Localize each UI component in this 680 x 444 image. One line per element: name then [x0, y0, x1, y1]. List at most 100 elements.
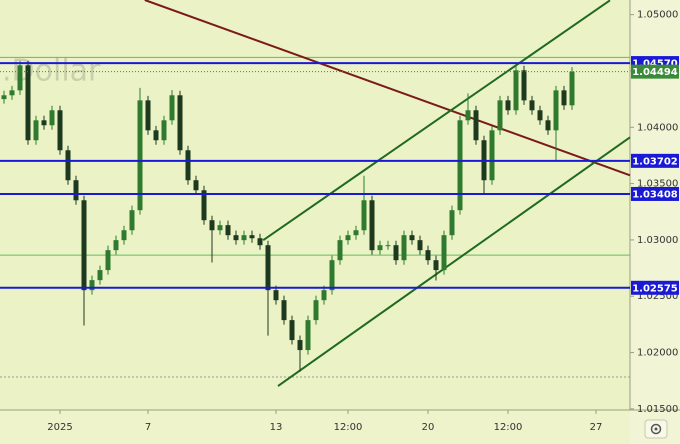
candle-body	[65, 150, 71, 181]
candle-body	[449, 210, 455, 236]
x-tick-label: 2025	[47, 422, 72, 433]
candle-body	[569, 71, 575, 106]
level-badge	[631, 153, 679, 168]
y-tick-label: 1.02500	[637, 291, 678, 302]
y-tick-label: 1.03500	[637, 179, 678, 190]
candle-body	[49, 110, 55, 126]
candle-body	[329, 260, 335, 291]
trend-line	[277, 136, 631, 387]
candle-body	[465, 110, 471, 121]
candle-body	[137, 100, 143, 211]
level-label: 1.04570	[632, 59, 678, 70]
candle-body	[345, 235, 351, 241]
candle-body	[425, 250, 431, 261]
candle-body	[497, 100, 503, 131]
trend-line	[262, 0, 611, 241]
y-tick-label: 1.04000	[637, 122, 678, 133]
level-badge	[631, 186, 679, 201]
candle-body	[281, 300, 287, 321]
candle-body	[513, 70, 519, 111]
candle-body	[33, 120, 39, 141]
candle-body	[257, 238, 263, 246]
candle-body	[185, 150, 191, 181]
candle-body	[321, 290, 327, 301]
candle-body	[209, 220, 215, 231]
candle-body	[89, 280, 95, 291]
trend-line	[144, 0, 631, 177]
candle-body	[1, 95, 7, 100]
y-tick-label: 1.05000	[637, 10, 678, 21]
candle-body	[473, 110, 479, 141]
candle-body	[225, 225, 231, 236]
candle-body	[369, 200, 375, 251]
candle-body	[41, 120, 47, 126]
y-tick-label: 1.01500	[637, 404, 678, 415]
candle-body	[393, 245, 399, 261]
candle-body	[305, 320, 311, 351]
candle-body	[233, 235, 239, 241]
candle-body	[297, 340, 303, 351]
candle-body	[521, 70, 527, 101]
candle-body	[377, 245, 383, 251]
candle-body	[9, 90, 15, 96]
candle-body	[273, 290, 279, 301]
candle-body	[129, 210, 135, 231]
candle-body	[241, 235, 247, 241]
candle-body	[113, 240, 119, 251]
candle-body	[249, 235, 255, 239]
y-tick-label: 1.02000	[637, 348, 678, 359]
level-label: 1.03702	[632, 156, 678, 167]
x-tick-label: 13	[270, 422, 283, 433]
candle-body	[17, 65, 23, 91]
candle-body	[153, 130, 159, 141]
candle-body	[401, 235, 407, 261]
x-tick-label: 20	[422, 422, 435, 433]
candle-body	[57, 110, 63, 151]
candle-body	[433, 260, 439, 271]
candle-body	[265, 245, 271, 291]
settings-icon[interactable]	[644, 419, 668, 439]
x-tick-label: 7	[145, 422, 151, 433]
candle-body	[417, 240, 423, 251]
candle-body	[217, 225, 223, 231]
candle-body	[161, 120, 167, 141]
candle-body	[385, 245, 391, 247]
candle-body	[73, 180, 79, 201]
candle-body	[337, 240, 343, 261]
candle-body	[121, 230, 127, 241]
candle-body	[81, 200, 87, 291]
x-tick-label: 12:00	[494, 422, 523, 433]
candle-body	[561, 90, 567, 106]
last-price-badge	[631, 64, 679, 79]
candle-body	[545, 120, 551, 131]
candle-body	[553, 90, 559, 131]
x-tick-label: 27	[590, 422, 603, 433]
candle-body	[313, 300, 319, 321]
x-tick-label: 12:00	[334, 422, 363, 433]
candle-body	[193, 180, 199, 191]
candle-body	[505, 100, 511, 111]
candle-body	[25, 65, 31, 141]
candle-body	[169, 95, 175, 121]
candle-body	[289, 320, 295, 341]
level-label: 1.02575	[632, 283, 678, 294]
candle-body	[105, 250, 111, 271]
candle-body	[177, 95, 183, 151]
candle-body	[409, 235, 415, 241]
watermark: .Dollar	[2, 54, 101, 89]
candle-body	[97, 270, 103, 281]
candle-body	[145, 100, 151, 131]
level-label: 1.03408	[632, 189, 678, 200]
candle-body	[529, 100, 535, 111]
candle-body	[537, 110, 543, 121]
candle-body	[201, 190, 207, 221]
candle-body	[441, 235, 447, 271]
candle-body	[361, 200, 367, 231]
level-badge	[631, 280, 679, 295]
candle-body	[353, 230, 359, 236]
last-price-label: 1.04494	[632, 67, 678, 78]
candle-body	[489, 130, 495, 181]
y-tick-label: 1.03000	[637, 235, 678, 246]
candle-body	[457, 120, 463, 211]
